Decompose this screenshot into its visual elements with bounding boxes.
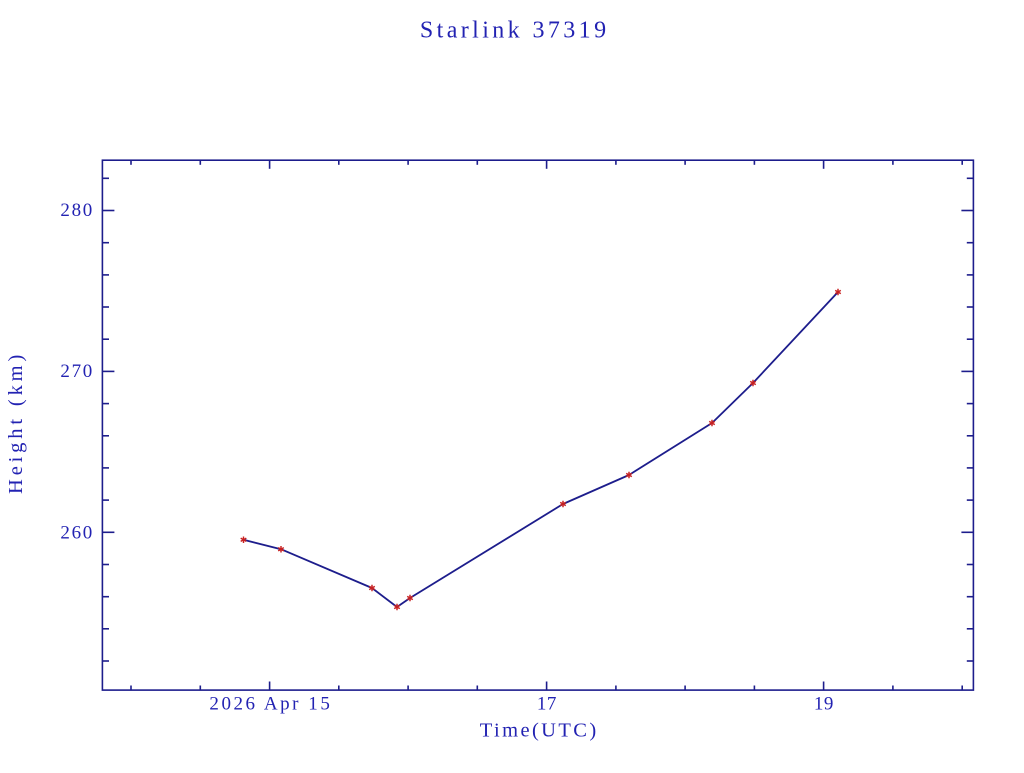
svg-text:Height (km): Height (km) [5,351,27,494]
svg-text:270: 270 [60,361,94,382]
svg-text:19: 19 [814,694,834,715]
svg-text:2026 Apr 15: 2026 Apr 15 [209,694,332,715]
svg-text:17: 17 [537,694,557,715]
svg-text:260: 260 [60,523,94,544]
svg-text:Starlink 37319: Starlink 37319 [420,18,610,44]
svg-text:280: 280 [60,200,94,221]
svg-text:Time(UTC): Time(UTC) [480,720,599,742]
